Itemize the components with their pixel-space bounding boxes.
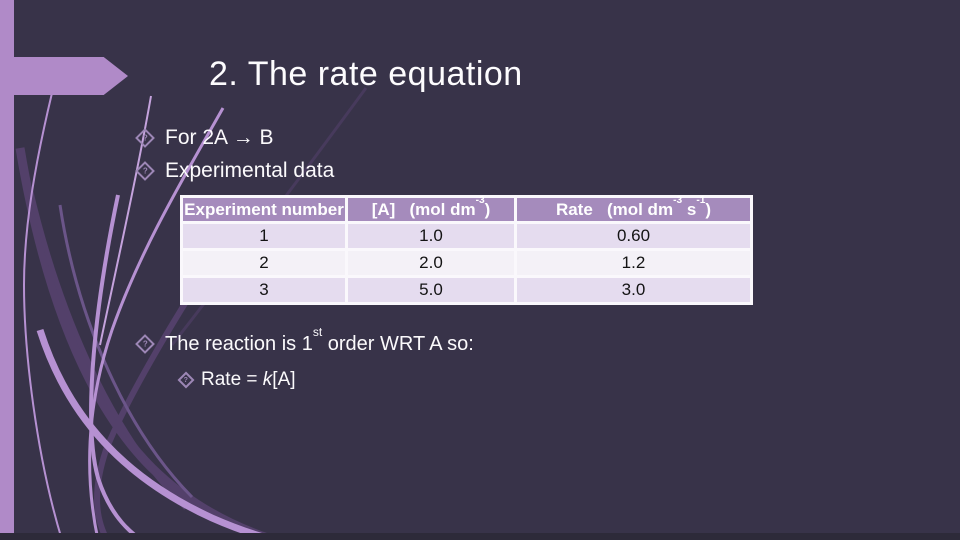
- cell-concentration: 5.0: [345, 275, 517, 305]
- experimental-data-table: Experiment number [A] (mol dm-3) Rate (m…: [180, 195, 753, 305]
- cell-experiment: 3: [180, 275, 348, 305]
- bullet-reaction-order: ? The reaction is 1st order WRT A so:: [135, 325, 474, 357]
- diamond-bullet-icon: ?: [135, 334, 155, 354]
- cell-rate: 0.60: [514, 221, 753, 251]
- bullet-for-2a-b: ? For 2A → B: [135, 125, 274, 151]
- bullet-text: The reaction is 1st order WRT A so:: [165, 325, 474, 355]
- cell-rate: 3.0: [514, 275, 753, 305]
- left-accent-bar: [0, 0, 14, 533]
- table-row: 1 1.0 0.60: [180, 221, 753, 251]
- cell-experiment: 2: [180, 248, 348, 278]
- table-header-row: Experiment number [A] (mol dm-3) Rate (m…: [180, 195, 753, 224]
- diamond-bullet-icon: ?: [135, 128, 155, 148]
- cell-experiment: 1: [180, 221, 348, 251]
- cell-rate: 1.2: [514, 248, 753, 278]
- table-header-experiment-number: Experiment number: [180, 195, 348, 224]
- table-row: 2 2.0 1.2: [180, 248, 753, 278]
- diamond-bullet-icon: ?: [135, 161, 155, 181]
- table-row: 3 5.0 3.0: [180, 275, 753, 305]
- bullet-text: Rate = k[A]: [201, 369, 296, 390]
- sub-bullet-rate-equation: ? Rate = k[A]: [177, 367, 296, 393]
- title-arrow-banner: [0, 57, 128, 95]
- bullet-text: Experimental data: [165, 159, 335, 182]
- bullet-experimental-data: ? Experimental data: [135, 158, 335, 184]
- cell-concentration: 2.0: [345, 248, 517, 278]
- table-header-concentration: [A] (mol dm-3): [345, 195, 517, 224]
- diamond-bullet-icon: ?: [177, 371, 195, 389]
- table-header-rate: Rate (mol dm-3 s-1): [514, 195, 753, 224]
- bullet-text: For 2A → B: [165, 126, 274, 149]
- rate-constant-k: k: [262, 369, 273, 390]
- page-title: 2. The rate equation: [209, 55, 523, 93]
- cell-concentration: 1.0: [345, 221, 517, 251]
- bottom-edge-strip: [0, 533, 960, 540]
